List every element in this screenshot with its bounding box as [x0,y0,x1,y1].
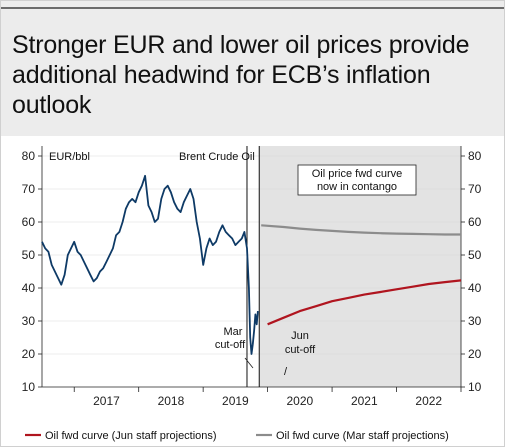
legend-label-jun: Oil fwd curve (Jun staff projections) [45,430,217,442]
chart-title: Brent Crude Oil [179,151,255,163]
y-tick-label: 80 [22,149,36,163]
mar-cutoff-line-1: Mar [224,326,243,338]
cutoff-lines [246,146,260,387]
x-tick-label: 2020 [286,394,313,408]
y-tick-label: 40 [468,281,482,295]
contango-box [297,164,417,196]
legend-label-mar: Oil fwd curve (Mar staff projections) [276,430,449,442]
jun-cutoff-line-1: Jun [291,330,309,342]
series-line-mar-fwd [261,224,461,236]
mar-cutoff-pointer [244,357,254,369]
y-tick-label: 30 [468,314,482,328]
series-line-brent [41,174,259,355]
y-tick-label: 30 [22,314,36,328]
x-tick-label: 2019 [222,394,249,408]
x-tick-label: 2022 [415,394,442,408]
y-tick-labels-left: 10 20 30 40 50 60 70 80 [22,149,42,394]
y-tick-labels-right: 10 20 30 40 50 60 70 80 [461,149,482,394]
title-band [1,1,504,136]
y-tick-label: 20 [468,347,482,361]
y-tick-label: 50 [22,248,36,262]
title-top-rule [1,7,504,9]
series-lines [41,174,462,355]
series-line-jun-fwd [267,279,462,326]
y-tick-label: 60 [22,215,36,229]
contango-line-1: Oil price fwd curve [312,168,402,180]
y-tick-label: 10 [22,380,36,394]
jun-cutoff-slash: / [284,366,288,378]
y-tick-label: 70 [468,182,482,196]
mar-cutoff-line-2: cut-off [215,339,246,351]
jun-cutoff-line-2: cut-off [285,344,316,356]
y-tick-label: 10 [468,380,482,394]
x-tick-label: 2018 [158,394,185,408]
page-title: Stronger EUR and lower oil prices provid… [12,31,470,119]
x-tick-label: 2021 [351,394,378,408]
y-tick-label: 40 [22,281,36,295]
y-tick-label: 70 [22,182,36,196]
y-tick-label: 80 [468,149,482,163]
contango-line-2: now in contango [317,181,397,193]
y-tick-label: 60 [468,215,482,229]
x-tick-label: 2017 [93,394,120,408]
y-axis-label: EUR/bbl [49,151,90,163]
y-tick-label: 20 [22,347,36,361]
y-tick-label: 50 [468,248,482,262]
x-tick-labels: 2017 2018 2019 2020 2021 2022 [73,387,462,408]
